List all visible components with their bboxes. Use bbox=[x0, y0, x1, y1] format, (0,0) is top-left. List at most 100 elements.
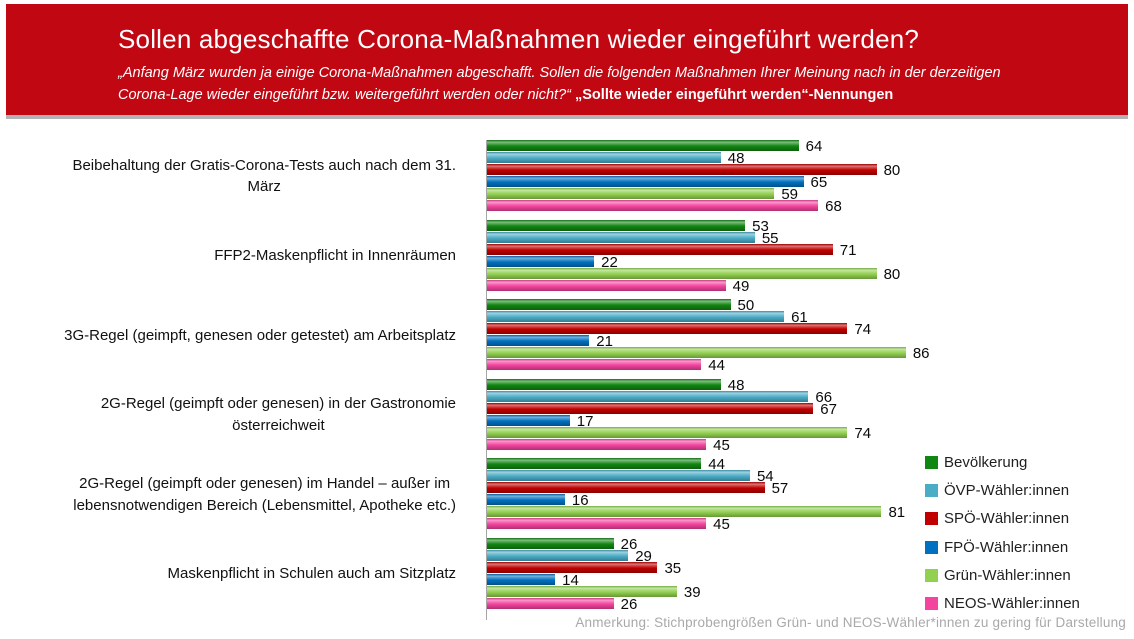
bar bbox=[487, 323, 848, 335]
legend-swatch bbox=[925, 455, 938, 469]
bar-value-label: 65 bbox=[810, 174, 828, 191]
bar bbox=[487, 482, 765, 494]
bar-row: 80 bbox=[487, 162, 974, 179]
bar-row: 53 bbox=[487, 218, 974, 235]
bar-value-label: 16 bbox=[571, 492, 589, 510]
bar-value-label: 49 bbox=[732, 277, 750, 295]
bar bbox=[487, 176, 804, 187]
bar-row: 45 bbox=[487, 516, 974, 534]
bar-value-label: 67 bbox=[820, 400, 837, 418]
bar-row: 66 bbox=[487, 388, 974, 406]
bar-row: 67 bbox=[487, 400, 974, 418]
bar-row: 68 bbox=[487, 198, 974, 215]
bar bbox=[487, 561, 658, 573]
legend-item: SPÖ-Wähler:innen bbox=[925, 505, 1080, 533]
bar bbox=[487, 585, 677, 597]
bar-value-label: 61 bbox=[791, 309, 808, 327]
bar bbox=[487, 426, 848, 438]
page-title: Sollen abgeschaffte Corona-Maßnahmen wie… bbox=[118, 24, 920, 54]
legend-label: NEOS-Wähler:innen bbox=[944, 595, 1080, 613]
bar-value-label: 22 bbox=[601, 253, 618, 271]
bar-value-label: 29 bbox=[635, 547, 652, 565]
bar-row: 14 bbox=[487, 571, 974, 589]
bar-row: 45 bbox=[487, 437, 974, 454]
bar-value-label: 45 bbox=[713, 516, 730, 534]
bar-value-label: 68 bbox=[825, 198, 842, 215]
bar bbox=[487, 537, 614, 549]
subtitle: „Anfang März wurden ja einige Corona-Maß… bbox=[118, 62, 1128, 107]
legend-label: ÖVP-Wähler:innen bbox=[944, 481, 1070, 499]
bar bbox=[487, 438, 707, 450]
legend-swatch bbox=[925, 540, 938, 554]
bar-value-label: 35 bbox=[664, 559, 682, 577]
legend-swatch bbox=[925, 483, 938, 497]
bar-group: 26 29 35 14 39 26 bbox=[487, 536, 1087, 618]
bar-value-label: 80 bbox=[883, 162, 901, 179]
bar-value-label: 59 bbox=[781, 186, 799, 203]
category-label-text: FFP2-Maskenpflicht in Innenräumen bbox=[214, 247, 456, 265]
category-label: 2G-Regel (geimpft oder genesen) in der G… bbox=[0, 379, 472, 459]
bar-row: 71 bbox=[487, 241, 974, 259]
subtitle-line2: Corona-Lage wieder eingeführt bzw. weite… bbox=[118, 87, 576, 104]
bar bbox=[487, 573, 556, 585]
bar bbox=[487, 414, 570, 426]
category-label-text: 2G-Regel (geimpft oder genesen) im Hande… bbox=[73, 474, 456, 514]
bar-value-label: 55 bbox=[761, 229, 779, 247]
legend-item: ÖVP-Wähler:innen bbox=[925, 476, 1080, 504]
bar bbox=[487, 549, 629, 561]
header-divider bbox=[6, 115, 1128, 119]
category-label-column: Beibehaltung der Gratis-Corona-Tests auc… bbox=[0, 140, 472, 622]
bar-row: 26 bbox=[487, 596, 974, 613]
bar-value-label: 81 bbox=[888, 504, 906, 522]
bar bbox=[487, 458, 702, 470]
legend-item: FPÖ-Wähler:innen bbox=[925, 533, 1080, 561]
legend-label: Bevölkerung bbox=[944, 453, 1028, 471]
bar-value-label: 54 bbox=[756, 468, 774, 486]
bar bbox=[487, 188, 775, 199]
plot-area: 64 48 80 65 59 68 53 55 71 22 80 49 50 61 74 21 86 44 48 66… bbox=[487, 138, 1087, 622]
bar bbox=[487, 231, 755, 243]
legend-label: FPÖ-Wähler:innen bbox=[944, 538, 1069, 556]
legend-item: Grün-Wähler:innen bbox=[925, 561, 1080, 589]
bar-row: 26 bbox=[487, 536, 974, 553]
bar-value-label: 74 bbox=[854, 321, 872, 339]
category-label: 2G-Regel (geimpft oder genesen) im Hande… bbox=[0, 458, 472, 538]
bar-row: 74 bbox=[487, 425, 974, 442]
bar-value-label: 21 bbox=[596, 333, 613, 351]
bar-row: 55 bbox=[487, 229, 974, 247]
bar-row: 86 bbox=[487, 345, 974, 362]
bar-value-label: 57 bbox=[771, 480, 789, 498]
bar-value-label: 66 bbox=[815, 388, 833, 406]
legend-item: Bevölkerung bbox=[925, 448, 1080, 476]
bar-value-label: 48 bbox=[727, 150, 745, 167]
category-label: Maskenpflicht in Schulen auch am Sitzpla… bbox=[0, 538, 472, 618]
bar bbox=[487, 347, 906, 359]
bar-row: 57 bbox=[487, 480, 974, 498]
bar bbox=[487, 470, 750, 482]
bar-row: 39 bbox=[487, 584, 974, 601]
legend-swatch bbox=[925, 512, 938, 526]
header: Sollen abgeschaffte Corona-Maßnahmen wie… bbox=[6, 4, 1128, 115]
bar-row: 48 bbox=[487, 377, 974, 394]
bar-row: 74 bbox=[487, 321, 974, 339]
bar bbox=[487, 152, 721, 163]
bar bbox=[487, 359, 702, 371]
subtitle-line1: „Anfang März wurden ja einige Corona-Maß… bbox=[118, 65, 1001, 81]
bar bbox=[487, 311, 785, 323]
legend-item: NEOS-Wähler:innen bbox=[925, 589, 1080, 617]
bar-group: 53 55 71 22 80 49 bbox=[487, 218, 1087, 300]
bar-group: 50 61 74 21 86 44 bbox=[487, 297, 1087, 379]
bar-row: 17 bbox=[487, 413, 974, 430]
category-label: FFP2-Maskenpflicht in Innenräumen bbox=[0, 220, 472, 300]
bar-value-label: 14 bbox=[562, 571, 579, 589]
bar bbox=[487, 164, 877, 175]
bar-row: 81 bbox=[487, 504, 974, 522]
bar bbox=[487, 378, 721, 390]
legend-label: SPÖ-Wähler:innen bbox=[944, 510, 1070, 528]
bar-row: 48 bbox=[487, 150, 974, 167]
bar-value-label: 44 bbox=[708, 357, 725, 375]
bar-row: 22 bbox=[487, 253, 974, 271]
bar-value-label: 71 bbox=[839, 241, 857, 259]
bar-row: 61 bbox=[487, 309, 974, 327]
